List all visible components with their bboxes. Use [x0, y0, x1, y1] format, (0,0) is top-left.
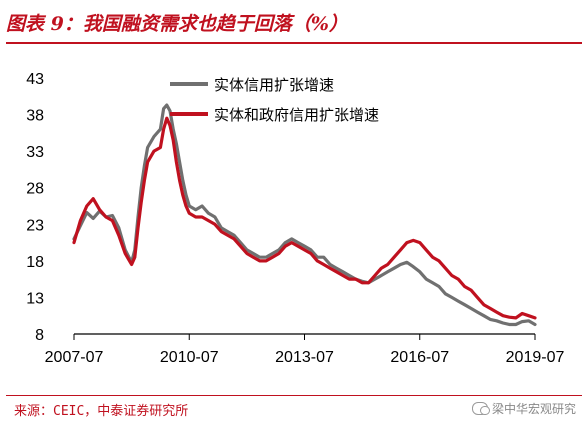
y-tick-label: 13 — [26, 290, 44, 307]
source-note: 来源：CEIC，中泰证券研究所 — [14, 404, 189, 419]
title-divider — [6, 42, 582, 44]
y-tick-label: 8 — [35, 327, 44, 344]
y-tick-label: 43 — [26, 71, 44, 88]
chart-axes: 8 13 18 23 28 33 38 43 2007-07 2010-07 2013-07 2016… — [26, 71, 564, 366]
y-tick-label: 28 — [26, 181, 44, 198]
y-tick-label: 38 — [26, 108, 44, 125]
watermark-text: 梁中华宏观研究 — [491, 402, 576, 416]
x-tick-label: 2019-07 — [506, 349, 565, 366]
y-tick-label: 33 — [26, 144, 44, 161]
legend-label: 实体和政府信用扩张增速 — [214, 106, 379, 124]
series-line-red — [72, 116, 537, 320]
series-line-gray — [72, 103, 537, 327]
y-tick-label: 18 — [26, 254, 44, 271]
legend-label: 实体信用扩张增速 — [214, 76, 334, 94]
x-tick-label: 2007-07 — [45, 349, 104, 366]
wechat-icon — [471, 402, 490, 415]
x-tick-label: 2013-07 — [275, 349, 334, 366]
chart-title: 图表 9：我国融资需求也趋于回落（%） — [6, 13, 348, 35]
x-tick-label: 2010-07 — [160, 349, 219, 366]
watermark: 梁中华宏观研究 — [471, 400, 576, 417]
line-chart: 8 13 18 23 28 33 38 43 2007-07 2010-07 2013-07 2016… — [26, 71, 564, 366]
x-tick-label: 2016-07 — [390, 349, 449, 366]
source-divider — [6, 395, 582, 396]
chart-series — [72, 103, 537, 327]
y-tick-label: 23 — [26, 217, 44, 234]
